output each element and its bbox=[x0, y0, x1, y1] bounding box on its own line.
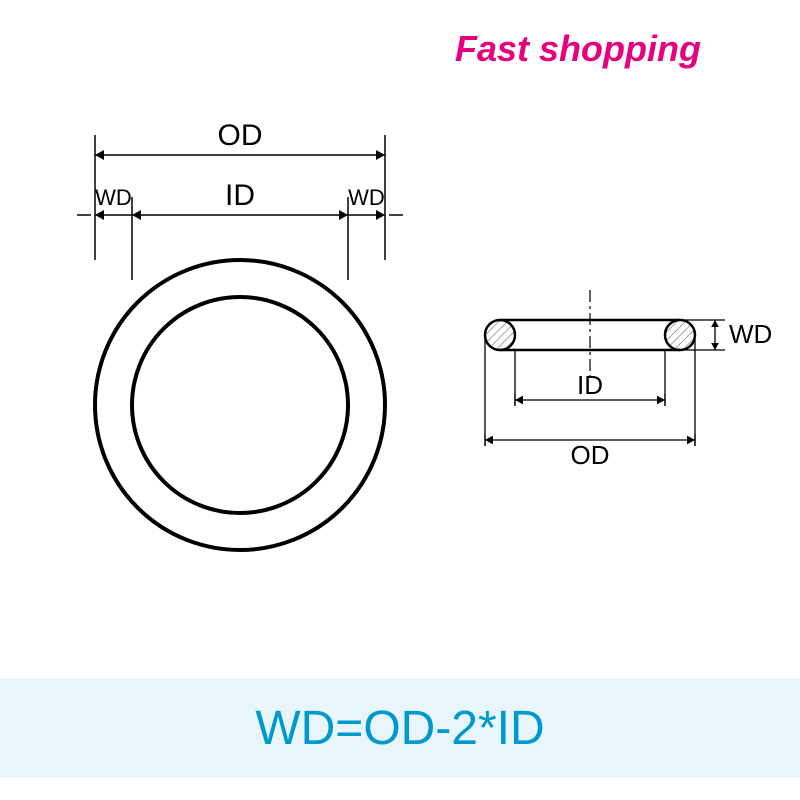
svg-text:ID: ID bbox=[577, 370, 603, 400]
side-view-diagram: ID OD WD bbox=[455, 280, 775, 505]
top-view-diagram: OD ID WD WD bbox=[60, 105, 420, 570]
svg-text:WD: WD bbox=[348, 185, 385, 210]
svg-text:OD: OD bbox=[571, 440, 610, 470]
svg-text:OD: OD bbox=[218, 119, 263, 152]
formula-bar: WD=OD-2*ID bbox=[0, 678, 800, 778]
svg-text:WD: WD bbox=[95, 185, 132, 210]
banner-text: Fast shopping bbox=[455, 28, 701, 70]
formula-text: WD=OD-2*ID bbox=[255, 701, 544, 756]
svg-text:WD: WD bbox=[729, 319, 772, 349]
svg-text:ID: ID bbox=[225, 179, 255, 212]
